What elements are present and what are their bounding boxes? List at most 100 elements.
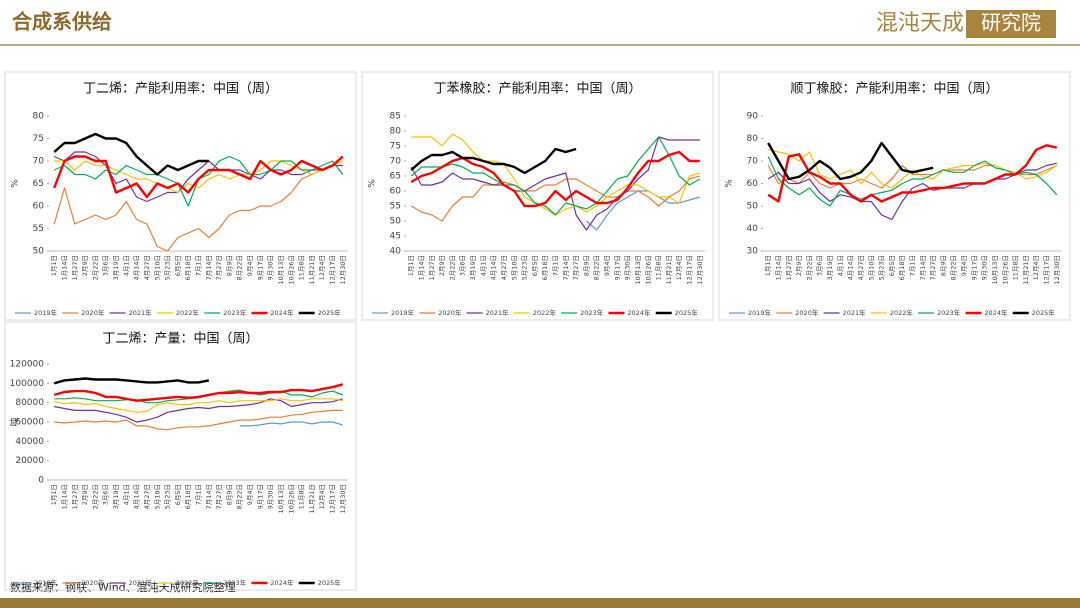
- legend-label: 2023年: [223, 308, 247, 317]
- x-tick-label: 4月1日: [836, 255, 844, 276]
- x-tick-label: 10月13日: [277, 255, 285, 285]
- y-tick-label: 0: [38, 476, 44, 486]
- x-tick-label: 7月1日: [195, 484, 203, 505]
- x-tick-label: 8月22日: [236, 255, 244, 280]
- y-tick-label: 55: [33, 224, 44, 234]
- series-line: [767, 162, 1057, 221]
- x-tick-label: 7月14日: [562, 255, 570, 280]
- x-tick-label: 4月1日: [479, 255, 487, 276]
- x-tick-label: 7月1日: [552, 255, 560, 276]
- x-tick-label: 2月22日: [805, 255, 813, 280]
- x-tick-label: 12月4日: [318, 255, 326, 280]
- x-tick-label: 5月23日: [164, 255, 172, 280]
- y-tick-label: 45: [390, 232, 401, 242]
- y-tick-label: 80: [390, 127, 402, 137]
- x-tick-label: 5月23日: [164, 484, 172, 509]
- x-tick-label: 4月27日: [857, 255, 865, 280]
- legend-label: 2025年: [318, 308, 342, 317]
- x-tick-label: 10月26日: [287, 484, 295, 514]
- x-tick-label: 1月14日: [60, 484, 68, 509]
- x-tick-label: 6月5日: [531, 255, 539, 276]
- y-tick-label: 60: [33, 202, 45, 212]
- panel-border: [4, 321, 357, 591]
- x-tick-label: 4月1日: [122, 484, 130, 505]
- y-tick-label: 90: [747, 112, 759, 122]
- x-tick-label: 4月14日: [133, 255, 141, 280]
- legend-label: 2023年: [580, 308, 604, 317]
- x-tick-label: 7月27日: [215, 255, 223, 280]
- x-tick-label: 2月9日: [81, 484, 89, 505]
- y-tick-label: 75: [390, 142, 401, 152]
- legend-label: 2020年: [438, 308, 462, 317]
- series-line: [586, 190, 700, 231]
- legend-label: 2021年: [843, 308, 867, 317]
- series-line: [767, 141, 934, 181]
- y-tick-label: 50: [390, 217, 402, 227]
- y-tick-label: 40: [390, 247, 402, 257]
- x-tick-label: 3月19日: [112, 255, 120, 280]
- x-tick-label: 1月27日: [71, 484, 79, 509]
- y-tick-label: 75: [33, 134, 44, 144]
- y-tick-label: 70: [390, 157, 402, 167]
- page-title: 合成系供给: [12, 10, 112, 34]
- series-line: [410, 147, 577, 175]
- x-tick-label: 4月27日: [143, 255, 151, 280]
- series-line: [54, 398, 343, 423]
- x-tick-label: 12月17日: [329, 484, 337, 514]
- x-tick-label: 12月4日: [675, 255, 683, 280]
- x-tick-label: 4月27日: [500, 255, 508, 280]
- chart-title: 丁二烯：产量：中国（周）: [102, 332, 258, 347]
- x-tick-label: 10月13日: [991, 255, 999, 285]
- y-tick-label: 60: [390, 187, 402, 197]
- legend-label: 2025年: [1032, 308, 1056, 317]
- x-tick-label: 7月14日: [205, 484, 213, 509]
- x-tick-label: 10月26日: [287, 255, 295, 285]
- x-tick-label: 1月14日: [417, 255, 425, 280]
- legend-label: 2019年: [34, 578, 58, 587]
- x-tick-label: 3月19日: [826, 255, 834, 280]
- x-tick-label: 5月10日: [510, 255, 518, 280]
- x-tick-label: 11月8日: [655, 255, 663, 280]
- x-tick-label: 12月17日: [1043, 255, 1051, 285]
- series-line: [410, 150, 700, 208]
- chart-title: 丁苯橡胶：产能利用率：中国（周）: [433, 81, 641, 97]
- series-line: [53, 155, 344, 199]
- y-tick-label: 50: [747, 202, 759, 212]
- series-line: [767, 144, 1058, 203]
- y-tick-label: 60000: [15, 418, 44, 428]
- x-tick-label: 10月26日: [644, 255, 652, 285]
- legend-label: 2020年: [795, 308, 819, 317]
- legend-label: 2023年: [223, 578, 247, 587]
- x-tick-label: 6月18日: [184, 255, 192, 280]
- x-tick-label: 7月27日: [215, 484, 223, 509]
- y-tick-label: 100000: [10, 379, 45, 389]
- x-tick-label: 2月9日: [81, 255, 89, 276]
- x-tick-label: 3月6日: [816, 255, 824, 276]
- legend-label: 2020年: [81, 578, 105, 587]
- series-line: [53, 132, 209, 176]
- footer-bar: [0, 598, 1080, 608]
- x-tick-label: 9月17日: [256, 484, 264, 509]
- x-tick-label: 9月4日: [960, 255, 968, 276]
- x-tick-label: 6月18日: [898, 255, 906, 280]
- x-tick-label: 8月22日: [593, 255, 601, 280]
- x-tick-label: 2月22日: [91, 484, 99, 509]
- x-tick-label: 6月5日: [888, 255, 896, 276]
- x-tick-label: 2月9日: [438, 255, 446, 276]
- x-tick-label: 4月1日: [122, 255, 130, 276]
- y-tick-label: 20000: [15, 456, 44, 466]
- chart-title: 丁二烯：产能利用率：中国（周）: [83, 81, 278, 97]
- x-tick-label: 6月5日: [174, 484, 182, 505]
- x-tick-label: 7月1日: [909, 255, 917, 276]
- x-tick-label: 11月21日: [1022, 255, 1030, 285]
- legend-label: 2019年: [34, 308, 58, 317]
- x-tick-label: 12月4日: [1032, 255, 1040, 280]
- y-tick-label: 80000: [15, 398, 44, 408]
- series-line: [53, 151, 343, 203]
- x-tick-label: 4月14日: [847, 255, 855, 280]
- x-tick-label: 3月6日: [102, 484, 110, 505]
- y-axis-label: %: [725, 179, 735, 188]
- y-tick-label: 80: [747, 134, 759, 144]
- x-tick-label: 11月8日: [298, 484, 306, 509]
